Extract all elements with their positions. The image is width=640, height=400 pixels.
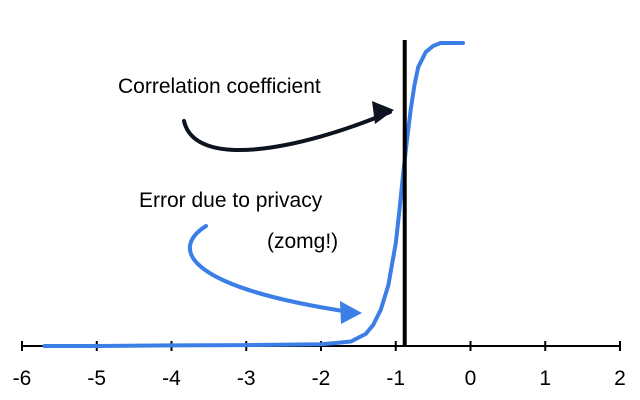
error-arrow — [187, 224, 352, 314]
correlation-arrow — [182, 110, 392, 152]
x-tick-label: -1 — [386, 367, 405, 390]
x-tick-label: 0 — [465, 367, 477, 390]
correlation-arrowhead — [372, 101, 394, 124]
x-tick-label: 2 — [614, 367, 626, 390]
series-layer — [42, 41, 465, 348]
error-arrowhead — [340, 301, 362, 324]
x-tick-label: -3 — [237, 367, 256, 390]
x-tick-label: 1 — [539, 367, 551, 390]
annotation-error: Error due to privacy — [139, 189, 323, 212]
series-line — [42, 41, 465, 348]
annotation-zomg: (zomg!) — [267, 230, 338, 253]
x-axis-ticks: -6 -5 -4 -3 -2 -1 0 1 2 — [13, 341, 626, 390]
x-tick-label: -2 — [312, 367, 331, 390]
x-tick-label: -6 — [13, 367, 32, 390]
annotation-correlation: Correlation coefficient — [118, 75, 321, 98]
x-tick-label: -4 — [162, 367, 181, 390]
x-tick-label: -5 — [87, 367, 106, 390]
